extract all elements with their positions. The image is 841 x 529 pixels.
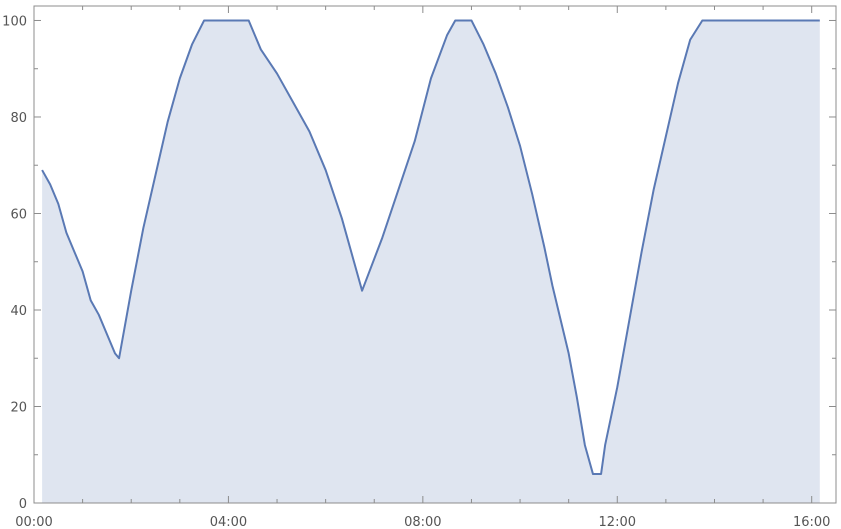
- x-tick-label: 04:00: [210, 515, 247, 529]
- x-axis: 00:00 04:00 08:00 12:00 16:00: [15, 6, 830, 529]
- y-tick-label: 40: [10, 304, 27, 319]
- series-area: [42, 20, 820, 503]
- series-line: [41, 19, 820, 476]
- y-tick-label: 0: [19, 497, 27, 512]
- x-tick-label: 12:00: [599, 515, 636, 529]
- y-tick-label: 60: [10, 207, 27, 222]
- y-axis: 0 20 40 60 80 100: [2, 14, 836, 512]
- x-tick-label: 00:00: [15, 515, 52, 529]
- y-tick-label: 20: [10, 400, 27, 415]
- y-tick-label: 100: [2, 14, 27, 29]
- area-layer: [42, 20, 820, 503]
- x-tick-label: 08:00: [404, 515, 441, 529]
- y-tick-label: 80: [10, 111, 27, 126]
- x-tick-label: 16:00: [793, 515, 830, 529]
- line-layer: [41, 19, 820, 476]
- plot-frame: [33, 5, 837, 504]
